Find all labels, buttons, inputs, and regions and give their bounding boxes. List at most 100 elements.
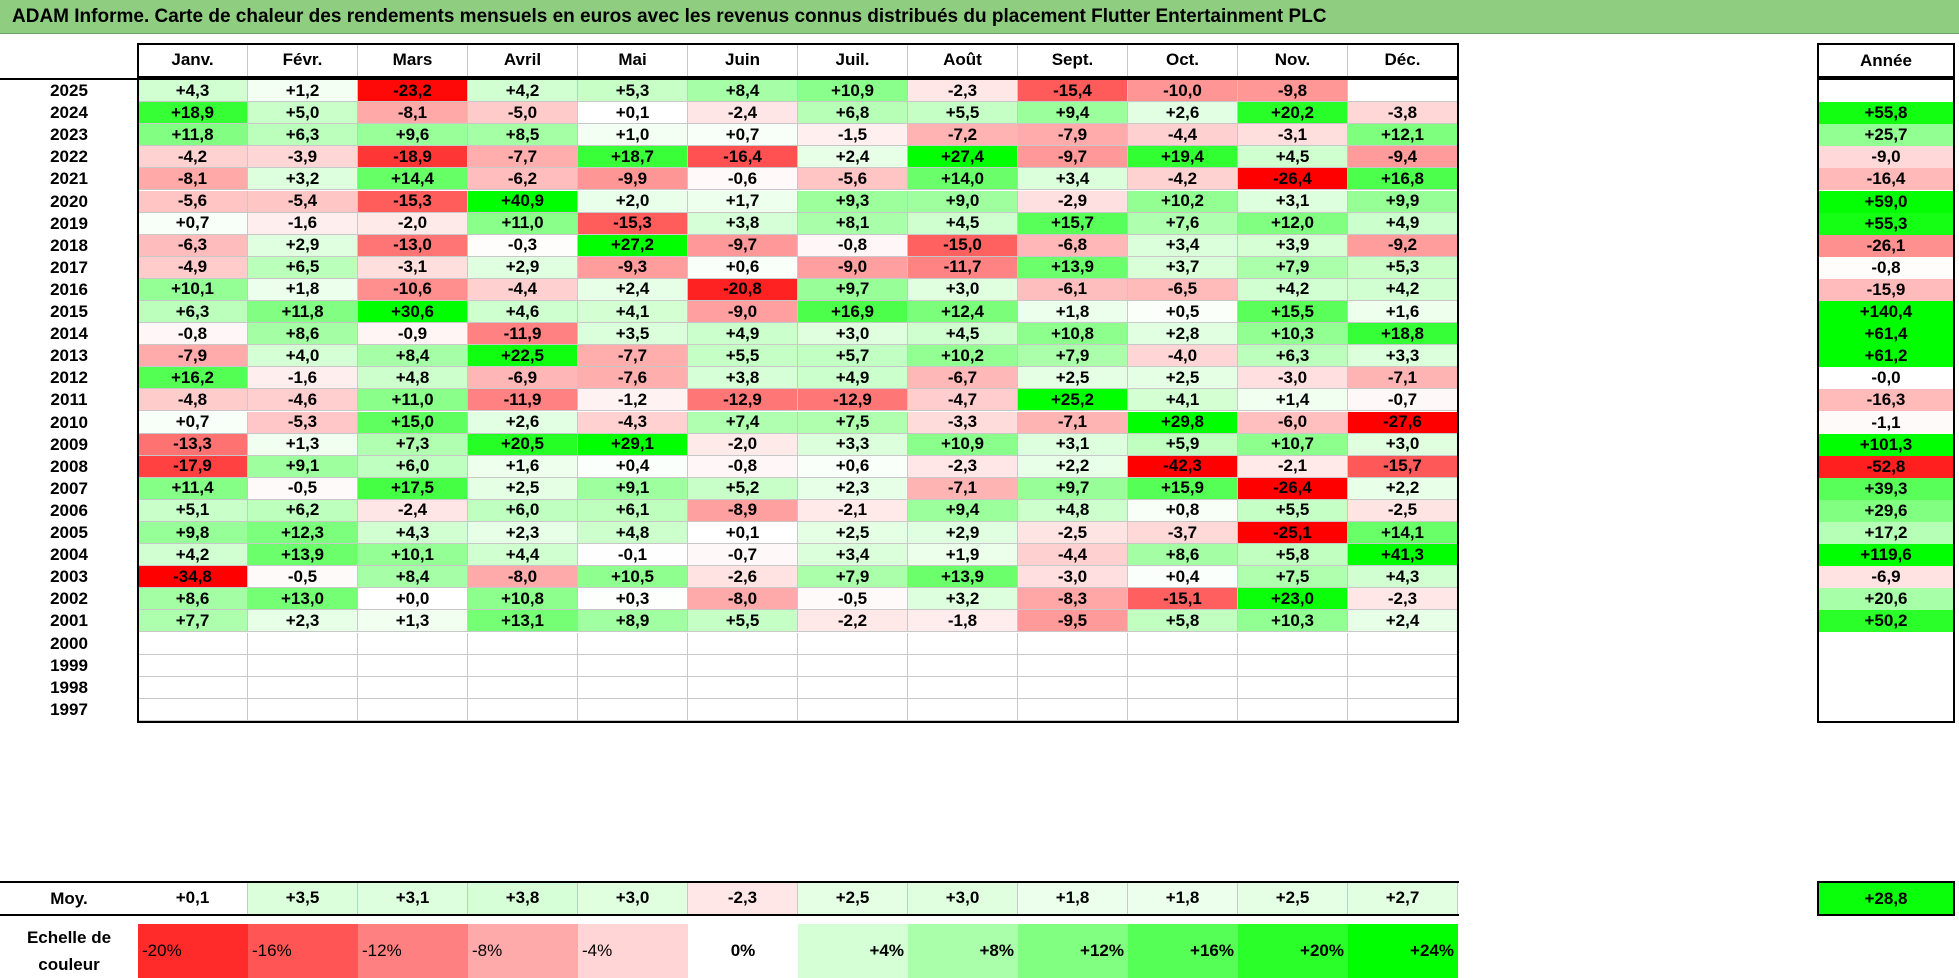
heatmap-cell: +9,7 [1018, 477, 1128, 500]
heatmap-cell: -16,4 [688, 146, 798, 169]
heatmap-cell: +3,2 [908, 588, 1018, 611]
row-year-label: 2002 [50, 589, 88, 609]
heatmap-cell: -0,6 [688, 168, 798, 191]
heatmap-cell: +6,3 [138, 301, 248, 324]
heatmap-cell: +3,4 [1128, 234, 1238, 257]
annual-cell: +101,3 [1818, 433, 1954, 456]
heatmap-cell: -34,8 [138, 566, 248, 589]
heatmap-cell: +0,1 [688, 522, 798, 545]
heatmap-cell: +15,0 [358, 411, 468, 434]
heatmap-cell: +7,3 [358, 433, 468, 456]
heatmap-cell: +0,7 [138, 212, 248, 235]
heatmap-cell: -26,4 [1238, 477, 1348, 500]
heatmap-cell: +13,1 [468, 610, 578, 633]
heatmap-cell: -7,1 [908, 477, 1018, 500]
heatmap-cell: +3,2 [248, 168, 358, 191]
heatmap-cell: +2,9 [908, 522, 1018, 545]
heatmap-cell: +3,5 [578, 323, 688, 346]
heatmap-cell: +19,4 [1128, 146, 1238, 169]
heatmap-cell: -42,3 [1128, 455, 1238, 478]
heatmap-cell: +0,6 [688, 256, 798, 279]
heatmap-cell: +18,7 [578, 146, 688, 169]
legend-swatch: -4% [578, 924, 688, 978]
row-year-label: 2013 [50, 346, 88, 366]
month-header: Déc. [1348, 44, 1458, 77]
annual-cell: +29,6 [1818, 499, 1954, 522]
heatmap-cell: +4,5 [1238, 146, 1348, 169]
annual-cell: -52,8 [1818, 455, 1954, 478]
heatmap-cell: +7,5 [798, 411, 908, 434]
heatmap-cell: +18,9 [138, 102, 248, 125]
heatmap-cell: -2,6 [688, 566, 798, 589]
heatmap-cell: +5,9 [1128, 433, 1238, 456]
heatmap-cell: -9,8 [1238, 80, 1348, 103]
heatmap-cell: +0,5 [1128, 301, 1238, 324]
annual-cell: +140,4 [1818, 301, 1954, 324]
month-header: Janv. [138, 44, 248, 77]
heatmap-cell: -5,6 [138, 190, 248, 213]
heatmap-cell: +3,0 [1348, 433, 1458, 456]
heatmap-cell: -12,9 [688, 389, 798, 412]
row-year-label: 2003 [50, 567, 88, 587]
heatmap-cell [358, 654, 468, 677]
heatmap-cell: +12,0 [1238, 212, 1348, 235]
heatmap-cell: -7,1 [1348, 367, 1458, 390]
heatmap-cell: +11,4 [138, 477, 248, 500]
average-cell: +3,1 [358, 882, 468, 915]
legend-swatch: -8% [468, 924, 578, 978]
heatmap-cell: +7,6 [1128, 212, 1238, 235]
heatmap-cell [688, 698, 798, 721]
heatmap-cell: +1,3 [358, 610, 468, 633]
row-year-label: 2018 [50, 235, 88, 255]
heatmap-cell: -0,5 [248, 566, 358, 589]
heatmap-cell: +10,8 [468, 588, 578, 611]
heatmap-cell [1348, 632, 1458, 655]
heatmap-cell: +27,2 [578, 234, 688, 257]
heatmap-cell: -15,0 [908, 234, 1018, 257]
heatmap-cell: +8,1 [798, 212, 908, 235]
heatmap-cell: +4,8 [578, 522, 688, 545]
row-year-label: 2014 [50, 324, 88, 344]
heatmap-cell [468, 676, 578, 699]
heatmap-cell: +3,8 [688, 367, 798, 390]
row-year-label: 2012 [50, 368, 88, 388]
heatmap-cell: +8,6 [248, 323, 358, 346]
heatmap-cell: -6,1 [1018, 278, 1128, 301]
heatmap-cell: +11,0 [358, 389, 468, 412]
legend-swatch: +24% [1348, 924, 1458, 978]
heatmap-cell: +16,8 [1348, 168, 1458, 191]
heatmap-cell [468, 698, 578, 721]
heatmap-cell: +8,5 [468, 124, 578, 147]
row-year-label: 2007 [50, 478, 88, 498]
heatmap-cell: +1,0 [578, 124, 688, 147]
heatmap-cell: -9,0 [688, 301, 798, 324]
heatmap-cell [358, 632, 468, 655]
heatmap-cell: +8,9 [578, 610, 688, 633]
annual-cell [1818, 632, 1954, 655]
average-cell: +0,1 [138, 882, 248, 915]
heatmap-cell: +10,8 [1018, 323, 1128, 346]
average-cell: +3,0 [578, 882, 688, 915]
heatmap-cell: +16,9 [798, 301, 908, 324]
heatmap-cell: +4,9 [798, 367, 908, 390]
average-cell: +3,0 [908, 882, 1018, 915]
heatmap-cell: +2,9 [248, 234, 358, 257]
heatmap-cell: -18,9 [358, 146, 468, 169]
heatmap-cell: +20,2 [1238, 102, 1348, 125]
annual-cell: -6,9 [1818, 566, 1954, 589]
heatmap-cell: +18,8 [1348, 323, 1458, 346]
heatmap-cell: -4,2 [1128, 168, 1238, 191]
heatmap-cell: -10,0 [1128, 80, 1238, 103]
heatmap-cell: -11,9 [468, 323, 578, 346]
annual-cell: +25,7 [1818, 124, 1954, 147]
heatmap-cell: +2,9 [468, 256, 578, 279]
average-top-line [0, 881, 1459, 883]
heatmap-cell: -3,3 [908, 411, 1018, 434]
heatmap-cell: -8,1 [358, 102, 468, 125]
heatmap-cell: -9,3 [578, 256, 688, 279]
average-cell: +3,8 [468, 882, 578, 915]
heatmap-cell [138, 676, 248, 699]
year-column-header: Année [1818, 44, 1954, 77]
heatmap-cell: +6,2 [248, 499, 358, 522]
chart-title: ADAM Informe. Carte de chaleur des rende… [12, 6, 1327, 27]
